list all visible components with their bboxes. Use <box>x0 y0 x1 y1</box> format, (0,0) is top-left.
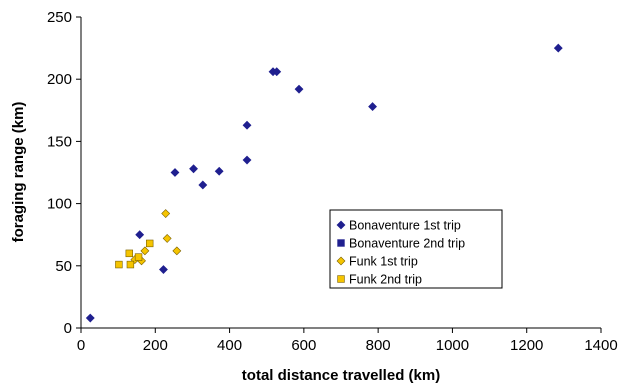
y-tick-label: 250 <box>47 9 72 26</box>
data-point <box>85 313 95 323</box>
data-point <box>162 234 172 243</box>
x-tick-label: 1400 <box>584 337 617 354</box>
data-point <box>553 43 563 53</box>
data-point <box>198 180 208 190</box>
data-point <box>135 230 145 240</box>
legend-marker <box>337 275 345 283</box>
data-point <box>368 102 377 111</box>
data-point <box>134 253 143 261</box>
x-tick-label: 1000 <box>436 337 469 354</box>
data-point <box>242 155 252 165</box>
x-tick-label: 1200 <box>510 337 543 354</box>
data-point <box>140 246 150 256</box>
data-point <box>161 209 171 218</box>
x-tick-label: 0 <box>77 337 85 354</box>
x-tick-label: 400 <box>217 337 242 354</box>
x-tick-label: 200 <box>143 337 168 354</box>
legend-label: Bonaventure 2nd trip <box>349 237 465 251</box>
x-tick-labels: 0 200 400 600 800 1000 1200 1400 <box>77 337 618 354</box>
data-point <box>126 260 135 269</box>
y-tick-labels: 0 50 100 150 200 250 <box>47 9 72 337</box>
y-tick-label: 100 <box>47 196 72 213</box>
y-tick-label: 200 <box>47 71 72 88</box>
legend-label: Bonaventure 1st trip <box>349 219 461 233</box>
data-point <box>146 239 154 248</box>
data-point <box>214 166 224 176</box>
axes <box>76 16 602 333</box>
y-tick-label: 50 <box>55 258 72 275</box>
legend-marker <box>336 220 346 230</box>
data-point <box>125 249 133 258</box>
y-axis-label: foraging range (km) <box>10 102 27 243</box>
data-point <box>272 67 282 77</box>
x-tick-label: 800 <box>366 337 391 354</box>
data-point <box>170 168 180 177</box>
data-point <box>115 260 123 269</box>
data-point <box>159 265 168 274</box>
legend-label: Funk 1st trip <box>349 255 418 269</box>
data-point <box>189 164 198 174</box>
legend-marker <box>337 239 345 247</box>
data-point <box>172 246 182 256</box>
data-point <box>242 120 252 130</box>
x-axis-label: total distance travelled (km) <box>242 367 440 384</box>
x-tick-label: 600 <box>291 337 316 354</box>
y-tick-label: 0 <box>64 320 72 337</box>
legend: Bonaventure 1st trip Bonaventure 2nd trip… <box>329 209 503 289</box>
legend-box <box>329 209 503 289</box>
data-points <box>85 43 563 323</box>
y-tick-label: 150 <box>47 133 72 150</box>
legend-marker <box>336 256 346 266</box>
legend-label: Funk 2nd trip <box>349 273 422 287</box>
data-point <box>294 84 304 94</box>
